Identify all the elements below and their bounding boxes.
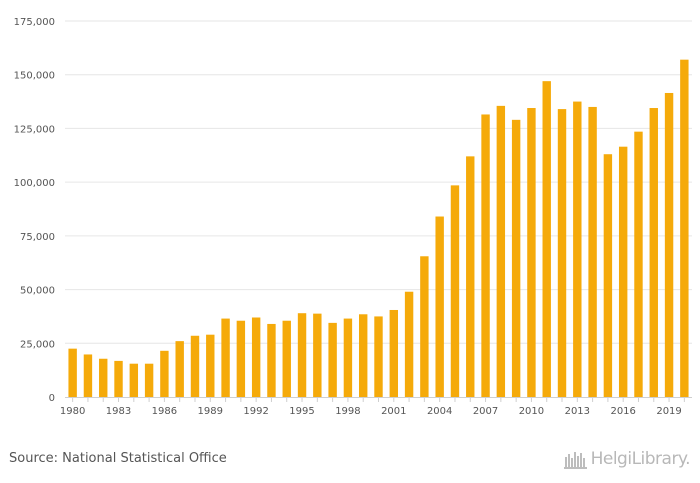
bar-2015[interactable] (603, 154, 613, 397)
bar-1987[interactable] (175, 341, 184, 397)
logo-text: HelgiLibrary. (590, 449, 691, 469)
bar-1983[interactable] (114, 360, 123, 397)
bar-2006[interactable] (466, 156, 475, 397)
x-tick-label: 2019 (656, 406, 681, 417)
x-tick-label: 1995 (289, 406, 314, 417)
y-tick-label: 25,000 (20, 339, 55, 350)
bar-2010[interactable] (527, 108, 536, 397)
x-tick-label: 2010 (519, 406, 544, 417)
grid-lines (65, 20, 692, 344)
bar-1988[interactable] (190, 335, 200, 397)
x-tick-label: 1992 (243, 406, 268, 417)
bar-2009[interactable] (511, 119, 521, 397)
bar-1992[interactable] (251, 317, 261, 397)
x-tick-label: 1998 (335, 406, 360, 417)
bar-2003[interactable] (420, 256, 429, 397)
y-tick-label: 100,000 (14, 178, 55, 189)
bar-2000[interactable] (374, 316, 383, 397)
bar-1994[interactable] (282, 320, 291, 397)
bars (68, 59, 689, 398)
bar-2008[interactable] (496, 105, 506, 398)
bar-2019[interactable] (664, 92, 674, 397)
bar-2014[interactable] (588, 106, 597, 397)
bar-2005[interactable] (450, 185, 460, 397)
bar-1993[interactable] (267, 323, 276, 397)
x-tick-label: 1983 (106, 406, 131, 417)
bar-1986[interactable] (160, 350, 169, 397)
bar-1980[interactable] (68, 348, 77, 397)
source-note: Source: National Statistical Office (9, 451, 227, 466)
bar-2017[interactable] (634, 131, 643, 397)
x-tick-label: 2001 (381, 406, 406, 417)
helgilibrary-logo[interactable]: HelgiLibrary. (563, 448, 691, 470)
bar-2012[interactable] (557, 109, 567, 397)
bar-1997[interactable] (328, 322, 337, 397)
x-tick-label: 2004 (427, 406, 452, 417)
y-tick-label: 0 (49, 393, 55, 404)
bar-1984[interactable] (129, 363, 139, 397)
bar-2018[interactable] (649, 108, 658, 397)
y-tick-label: 175,000 (14, 17, 55, 28)
bar-1989[interactable] (206, 334, 215, 397)
bar-1991[interactable] (236, 320, 246, 397)
bar-1982[interactable] (99, 358, 108, 397)
x-axis: 1980 1983 1986 1989 1992 1995 1998 2001 2004 2007… (60, 397, 692, 417)
bar-2007[interactable] (481, 114, 490, 397)
library-icon (563, 452, 587, 469)
x-tick-label: 2007 (473, 406, 498, 417)
x-tick-label: 1980 (60, 406, 85, 417)
y-axis: 0 25,000 50,000 75,000 100,000 125,000 150,000… (14, 17, 55, 404)
bar-1990[interactable] (221, 318, 230, 397)
bar-2013[interactable] (573, 101, 582, 398)
bar-2011[interactable] (542, 81, 551, 397)
bar-2002[interactable] (404, 291, 414, 397)
bar-1981[interactable] (83, 354, 93, 397)
bar-1998[interactable] (343, 318, 353, 397)
x-tick-label: 1986 (152, 406, 177, 417)
bar-1995[interactable] (297, 313, 307, 397)
y-tick-label: 75,000 (20, 232, 55, 243)
bar-1996[interactable] (313, 313, 322, 397)
y-tick-label: 50,000 (20, 286, 55, 297)
x-tick-label: 2016 (610, 406, 635, 417)
bar-2016[interactable] (618, 146, 628, 397)
y-tick-label: 125,000 (14, 124, 55, 135)
bar-1999[interactable] (359, 314, 368, 397)
bar-2001[interactable] (389, 309, 398, 397)
bar-2020[interactable] (680, 59, 689, 397)
bar-chart: 0 25,000 50,000 75,000 100,000 125,000 150,000… (14, 17, 692, 417)
bar-1985[interactable] (144, 363, 154, 397)
bar-2004[interactable] (435, 216, 444, 397)
y-tick-label: 150,000 (14, 71, 55, 82)
x-tick-label: 2013 (565, 406, 590, 417)
x-tick-label: 1989 (198, 406, 223, 417)
